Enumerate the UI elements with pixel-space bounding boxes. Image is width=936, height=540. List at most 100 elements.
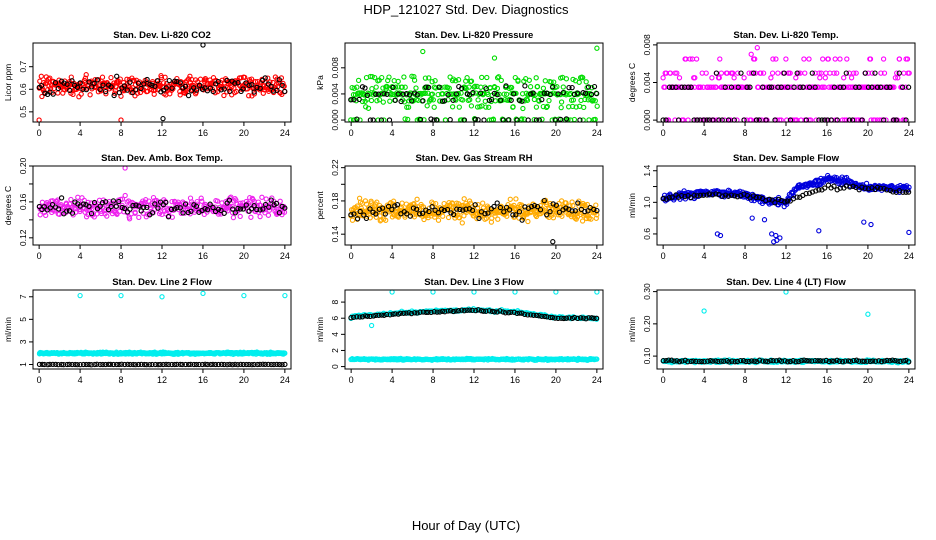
data-point xyxy=(530,92,536,98)
data-point xyxy=(439,98,446,104)
data-point xyxy=(812,84,818,90)
data-point xyxy=(721,358,727,364)
y-tick-label: 6 xyxy=(330,316,340,321)
data-point xyxy=(47,75,53,81)
outlier-point xyxy=(159,294,165,300)
data-point xyxy=(589,85,595,91)
y-tick-label: 0.16 xyxy=(18,193,28,210)
outlier-point xyxy=(36,117,42,123)
data-point xyxy=(685,84,692,90)
data-point xyxy=(433,200,439,207)
panel-points xyxy=(348,195,600,245)
data-point xyxy=(429,79,435,85)
data-point xyxy=(563,76,570,82)
data-point xyxy=(507,196,513,202)
data-point xyxy=(52,80,59,86)
data-point xyxy=(842,358,848,364)
data-point xyxy=(262,75,268,81)
data-point xyxy=(575,200,581,206)
data-point xyxy=(39,361,45,368)
data-point xyxy=(404,104,410,110)
data-point xyxy=(185,209,191,216)
data-point xyxy=(768,357,774,364)
data-point xyxy=(401,74,407,80)
data-point xyxy=(688,358,694,365)
panel-4: Stan. Dev. Amb. Box Temp. degrees C 0 4 8 12 1… xyxy=(3,153,292,261)
data-point xyxy=(480,308,487,314)
data-point xyxy=(414,92,420,98)
data-point xyxy=(350,314,357,320)
data-point xyxy=(169,361,175,368)
outlier-point xyxy=(761,217,768,223)
data-point xyxy=(508,84,515,91)
data-point xyxy=(666,195,672,201)
data-point xyxy=(42,206,48,212)
data-point xyxy=(501,209,507,215)
data-point xyxy=(793,75,799,81)
data-point xyxy=(666,357,672,363)
data-point xyxy=(87,92,93,98)
data-point xyxy=(709,75,715,81)
data-point xyxy=(457,206,463,213)
data-point xyxy=(816,70,822,76)
data-point xyxy=(364,92,370,98)
data-point xyxy=(495,216,501,222)
data-point xyxy=(428,116,434,122)
data-point xyxy=(386,117,393,123)
data-point xyxy=(869,70,875,76)
data-point xyxy=(815,358,821,364)
data-point xyxy=(56,77,62,83)
data-point xyxy=(196,361,202,368)
data-point xyxy=(569,208,575,214)
data-point xyxy=(472,83,478,89)
data-point xyxy=(676,84,682,90)
data-point xyxy=(119,196,126,202)
data-point xyxy=(806,190,813,196)
data-point xyxy=(411,310,418,316)
data-point xyxy=(141,204,147,210)
panel-ylabel: ml/min xyxy=(3,317,13,342)
panel-3: Stan. Dev. Li-820 Temp. degrees C 0 4 8 12 16 2… xyxy=(627,30,916,138)
data-point xyxy=(248,206,255,212)
data-point xyxy=(92,361,98,368)
data-point xyxy=(351,85,357,91)
data-point xyxy=(566,84,572,91)
data-point xyxy=(678,193,685,199)
data-point xyxy=(481,117,487,123)
data-point xyxy=(825,182,832,188)
x-tick-label: 12 xyxy=(157,128,167,138)
x-tick-label: 20 xyxy=(239,128,249,138)
data-point xyxy=(588,91,595,98)
data-point xyxy=(383,311,390,318)
data-point xyxy=(470,89,476,96)
x-tick-label: 4 xyxy=(390,251,395,261)
data-point xyxy=(519,310,525,316)
data-point xyxy=(679,358,685,364)
data-point xyxy=(387,312,393,318)
data-point xyxy=(56,206,62,212)
data-point xyxy=(117,76,123,82)
data-point xyxy=(80,201,87,207)
data-point xyxy=(354,216,361,222)
x-tick-label: 8 xyxy=(743,375,748,385)
data-point xyxy=(416,211,423,217)
outlier-point xyxy=(769,231,775,237)
outlier-point xyxy=(550,239,556,245)
data-point xyxy=(177,361,183,368)
data-point xyxy=(498,77,504,84)
panel-points xyxy=(348,45,600,123)
outlier-point xyxy=(861,219,867,225)
data-point xyxy=(349,217,356,223)
data-point xyxy=(386,74,392,80)
data-point xyxy=(402,84,408,90)
data-point xyxy=(246,361,252,368)
data-point xyxy=(110,361,117,368)
data-point xyxy=(163,85,169,91)
data-point xyxy=(692,75,698,81)
data-point xyxy=(146,361,153,368)
data-point xyxy=(674,70,680,76)
panel-points xyxy=(660,289,912,366)
data-point xyxy=(359,314,366,320)
data-point xyxy=(240,361,247,368)
data-point xyxy=(411,77,418,83)
